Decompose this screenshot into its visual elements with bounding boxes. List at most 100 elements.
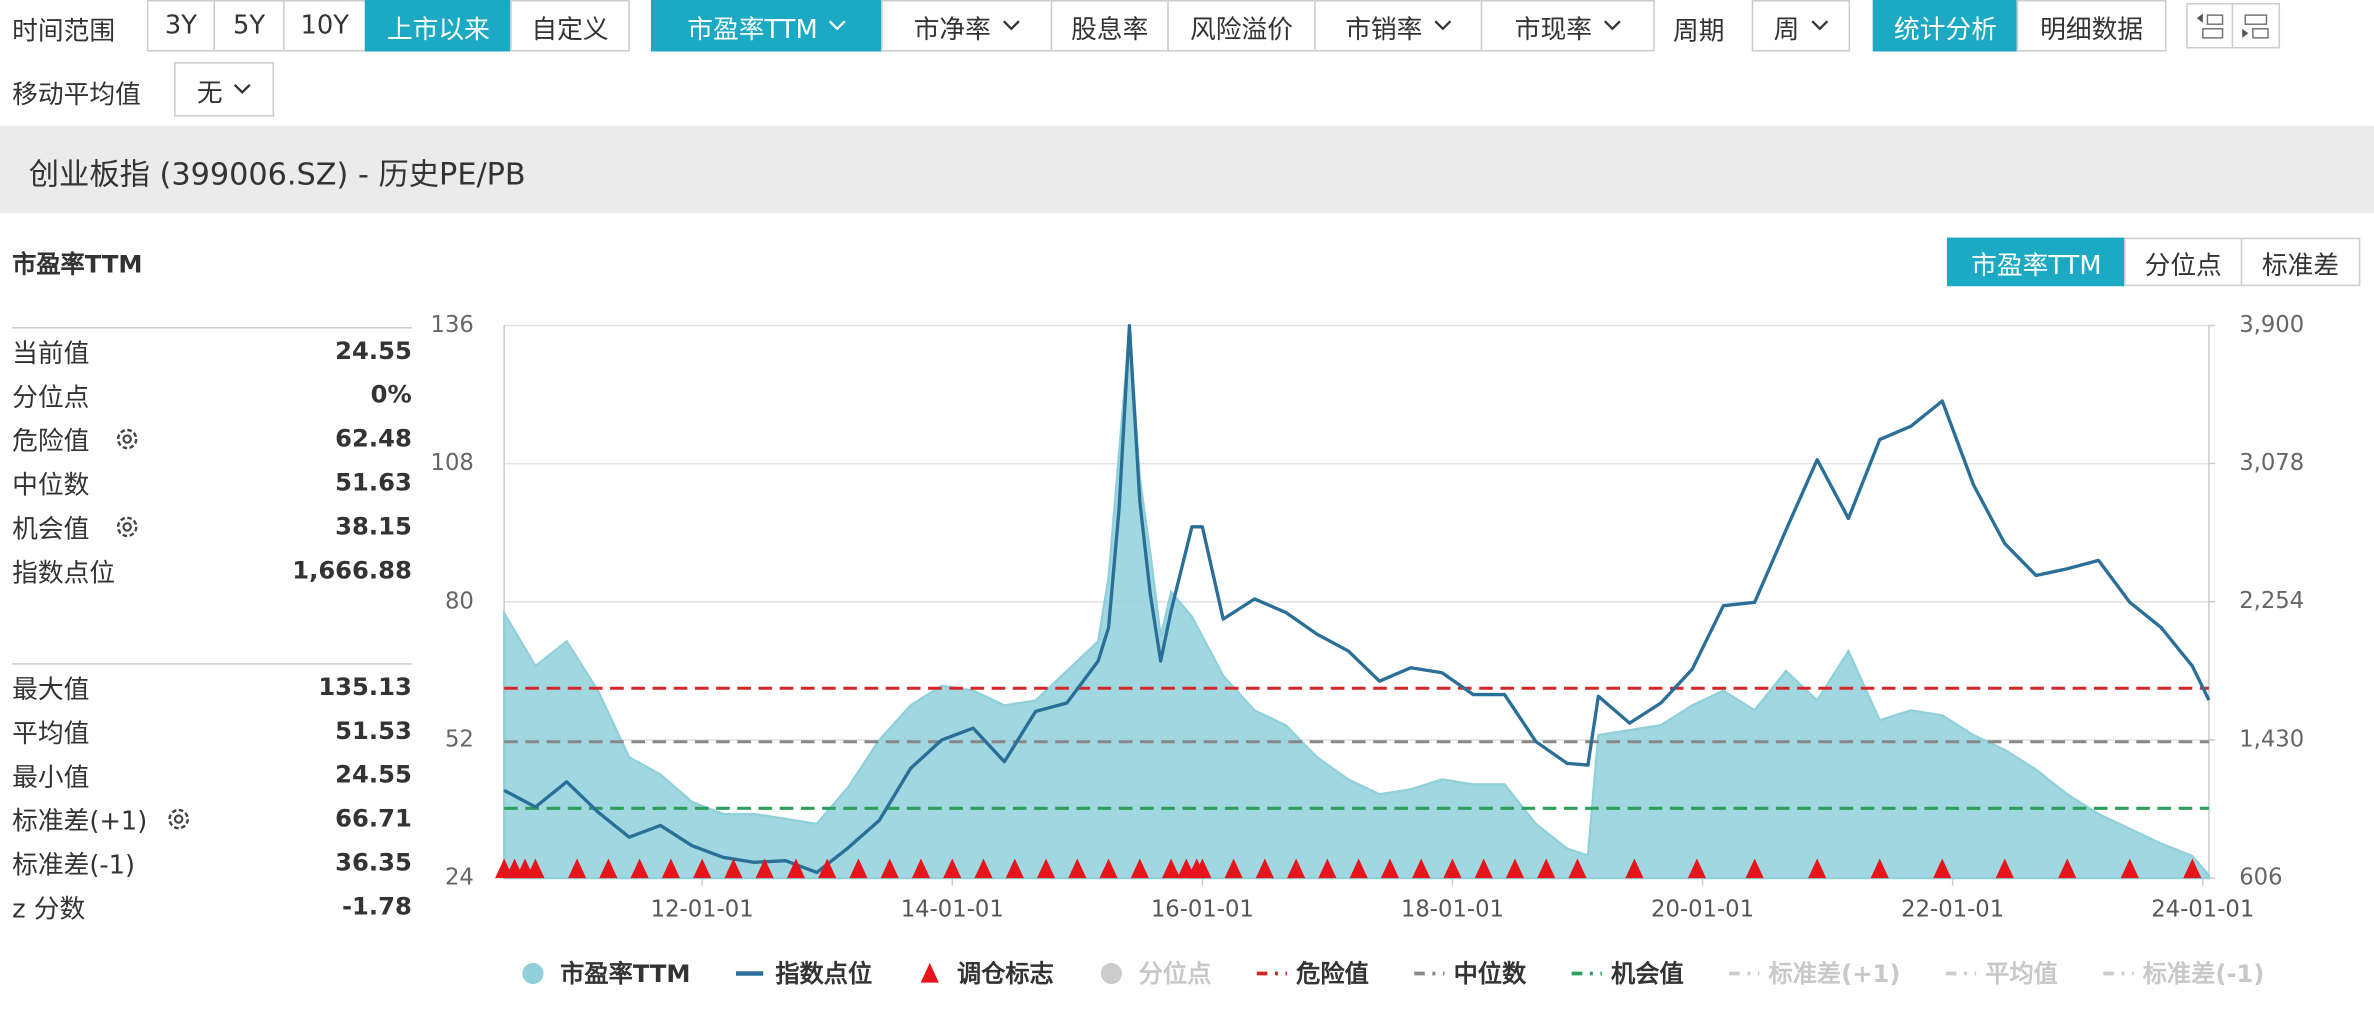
rebalance-marker [1130,858,1149,879]
stat-label: 机会值 [12,514,90,545]
legend-label: 市盈率TTM [560,960,690,988]
rebalance-marker [1625,858,1644,879]
gear-icon[interactable] [114,425,141,452]
view-button[interactable]: 统计分析 [1872,0,2019,52]
ma-label: 移动平均值 [12,80,141,111]
stat-value: 36.35 [335,847,412,876]
separator [12,327,412,329]
range-button[interactable]: 上市以来 [364,0,512,52]
stat-label: 最小值 [12,762,90,793]
chevron [1002,20,1019,31]
legend-label: 危险值 [1296,960,1369,988]
y-tick-label: 136 [431,312,474,338]
rebalance-marker [1224,858,1243,879]
legend-item[interactable]: 中位数 [1414,960,1527,988]
rebalance-marker [849,858,868,879]
range-button[interactable]: 10Y [283,0,367,52]
legend-icon [920,962,939,983]
pe-area [503,329,2211,880]
rebalance-marker [1933,858,1952,879]
stat-row: z 分数 -1.78 [12,884,412,926]
legend-item[interactable]: 危险值 [1256,960,1369,988]
decimal-icon [2196,13,2223,39]
y-tick-label: 80 [445,588,474,614]
stat-row: 平均值 51.53 [12,709,412,751]
x-tick-label: 24-01-01 [2151,896,2254,922]
rebalance-marker [2183,858,2202,879]
panel-tab[interactable]: 分位点 [2124,237,2243,287]
stat-row: 最小值 24.55 [12,752,412,794]
legend-icon [522,962,544,985]
decimal-button[interactable] [2231,3,2281,49]
legend-item[interactable]: 市盈率TTM [522,960,691,988]
gear-icon[interactable] [165,805,192,832]
rebalance-marker [630,858,649,879]
rebalance-marker [1068,858,1087,879]
stat-value: -1.78 [341,890,412,920]
chevron [233,83,251,94]
metric-button[interactable]: 股息率 [1050,0,1169,52]
metric-button[interactable]: 市净率 [881,0,1053,52]
gear-icon[interactable] [114,513,141,540]
x-tick-label: 22-01-01 [1901,896,2004,922]
ma-select[interactable]: 无 [174,62,275,117]
stat-label: 中位数 [12,470,90,501]
stat-label: 标准差(+1) [12,806,148,837]
rebalance-marker [1412,858,1431,879]
rebalance-marker [1474,858,1493,879]
panel-tab[interactable]: 标准差 [2240,237,2361,287]
rebalance-marker [1193,858,1212,879]
stat-row: 最大值 135.13 [12,665,412,707]
rebalance-marker [1505,858,1525,879]
legend-item[interactable]: 标准差(-1) [2103,960,2264,988]
chevron [1603,20,1621,31]
range-button[interactable]: 3Y [146,0,215,52]
legend-label: 中位数 [1454,960,1527,988]
stat-row: 标准差(-1) 36.35 [12,840,412,882]
legend-item[interactable]: 标准差(+1) [1729,960,1900,988]
stat-label: 最大值 [12,674,90,705]
legend-item[interactable]: 平均值 [1945,960,2058,988]
period-select[interactable]: 周 [1751,0,1851,52]
y-tick-label: 24 [445,865,474,891]
view-button[interactable]: 明细数据 [2016,0,2167,52]
panel-tab[interactable]: 市盈率TTM [1947,237,2126,287]
stat-value: 24.55 [335,335,412,365]
rebalance-marker [818,858,837,879]
legend-label: 标准差(-1) [2143,960,2265,988]
legend-label: 平均值 [1985,960,2058,988]
stat-value: 62.48 [335,423,412,452]
x-tick-label: 16-01-01 [1151,896,1254,922]
legend-label: 调仓标志 [957,960,1054,988]
legend-item[interactable]: 指数点位 [735,960,872,988]
legend-item[interactable]: 调仓标志 [920,960,1054,988]
chevron [1810,20,1828,31]
x-tick-label: 18-01-01 [1401,896,1504,922]
stat-value: 24.55 [335,759,412,789]
stat-row: 机会值 38.15 [12,504,412,546]
rebalance-marker [1380,858,1400,879]
period-label: 周期 [1672,16,1725,47]
stat-value: 38.15 [335,510,412,540]
rebalance-marker [1255,858,1274,879]
rebalance-marker [1443,858,1462,879]
metric-button[interactable]: 市现率 [1480,0,1655,52]
rebalance-marker [786,858,806,879]
metric-button[interactable]: 市盈率TTM [651,0,883,52]
y2-tick-label: 1,430 [2239,726,2304,752]
panel-title: 市盈率TTM [12,249,143,279]
legend-item[interactable]: 分位点 [1100,960,1212,988]
legend-item[interactable]: 机会值 [1571,960,1684,988]
separator [12,663,412,665]
rebalance-marker [1099,858,1118,879]
range-button[interactable]: 自定义 [510,0,630,52]
stat-value: 66.71 [335,803,412,832]
decimal-icon [2242,14,2269,39]
legend-label: 标准差(+1) [1768,960,1900,988]
stat-row: 中位数 51.63 [12,460,412,502]
rebalance-marker [1568,858,1587,879]
metric-button[interactable]: 风险溢价 [1167,0,1316,52]
